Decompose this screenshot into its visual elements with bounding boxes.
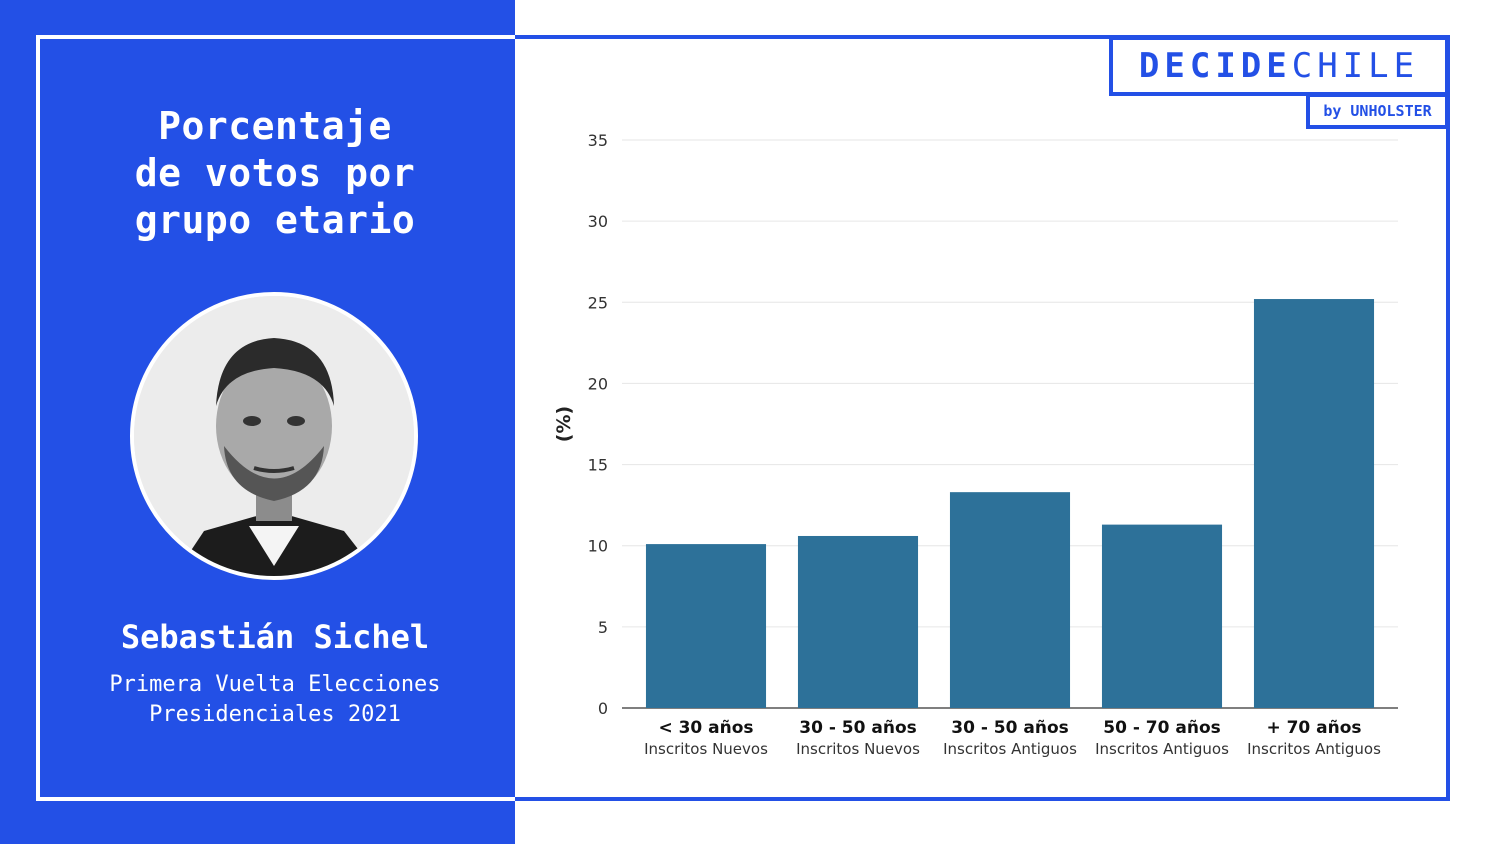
y-tick-label: 15 <box>588 456 608 475</box>
y-tick-label: 25 <box>588 293 608 312</box>
y-tick-label: 35 <box>588 131 608 150</box>
x-tick-label: 30 - 50 años <box>951 718 1069 738</box>
x-tick-label: + 70 años <box>1266 718 1361 738</box>
x-tick-sublabel: Inscritos Antiguos <box>1247 740 1381 758</box>
candidate-subtitle: Primera Vuelta Elecciones Presidenciales… <box>109 672 441 727</box>
y-axis-label: (%) <box>553 406 575 442</box>
logo-bold-text: DECIDE <box>1138 46 1292 86</box>
y-tick-label: 30 <box>588 212 608 231</box>
x-tick-label: 30 - 50 años <box>799 718 917 738</box>
page-title: Porcentaje de votos por grupo etario <box>134 104 416 242</box>
bar <box>645 544 767 708</box>
x-tick-sublabel: Inscritos Antiguos <box>943 740 1077 758</box>
x-tick-sublabel: Inscritos Nuevos <box>644 740 768 758</box>
y-tick-label: 10 <box>588 537 608 556</box>
y-tick-label: 5 <box>598 618 608 637</box>
bar <box>1253 299 1375 708</box>
logo-subtext: by UNHOLSTER <box>1306 93 1449 129</box>
left-frame <box>36 35 515 801</box>
y-tick-label: 20 <box>588 374 608 393</box>
logo-light-text: CHILE <box>1291 46 1420 86</box>
bar <box>949 492 1071 708</box>
candidate-name: Sebastián Sichel <box>120 618 430 656</box>
bar <box>1101 524 1223 708</box>
y-tick-label: 0 <box>598 699 608 718</box>
candidate-photo <box>130 292 418 580</box>
bar <box>797 535 919 708</box>
right-frame <box>515 35 1450 801</box>
candidate-portrait-icon <box>134 296 414 576</box>
x-tick-sublabel: Inscritos Antiguos <box>1095 740 1229 758</box>
x-tick-label: < 30 años <box>658 718 753 738</box>
bar-chart: 0 5 10 15 20 25 30 35 (%) < 30 años Inscritos Nuev… <box>553 131 1398 758</box>
x-tick-label: 50 - 70 años <box>1103 718 1221 738</box>
brand-logo: DECIDE CHILE <box>1109 36 1449 96</box>
x-tick-sublabel: Inscritos Nuevos <box>796 740 920 758</box>
